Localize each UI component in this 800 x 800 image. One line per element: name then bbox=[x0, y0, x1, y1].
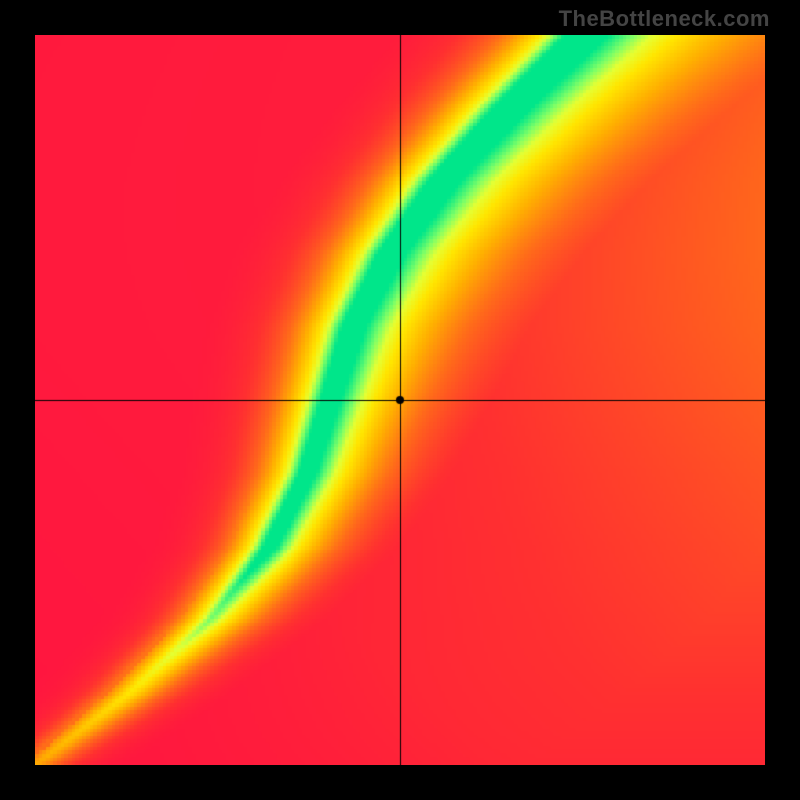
plot-area bbox=[35, 35, 765, 765]
heatmap-canvas bbox=[35, 35, 765, 765]
chart-container: TheBottleneck.com bbox=[0, 0, 800, 800]
watermark-text: TheBottleneck.com bbox=[559, 6, 770, 32]
